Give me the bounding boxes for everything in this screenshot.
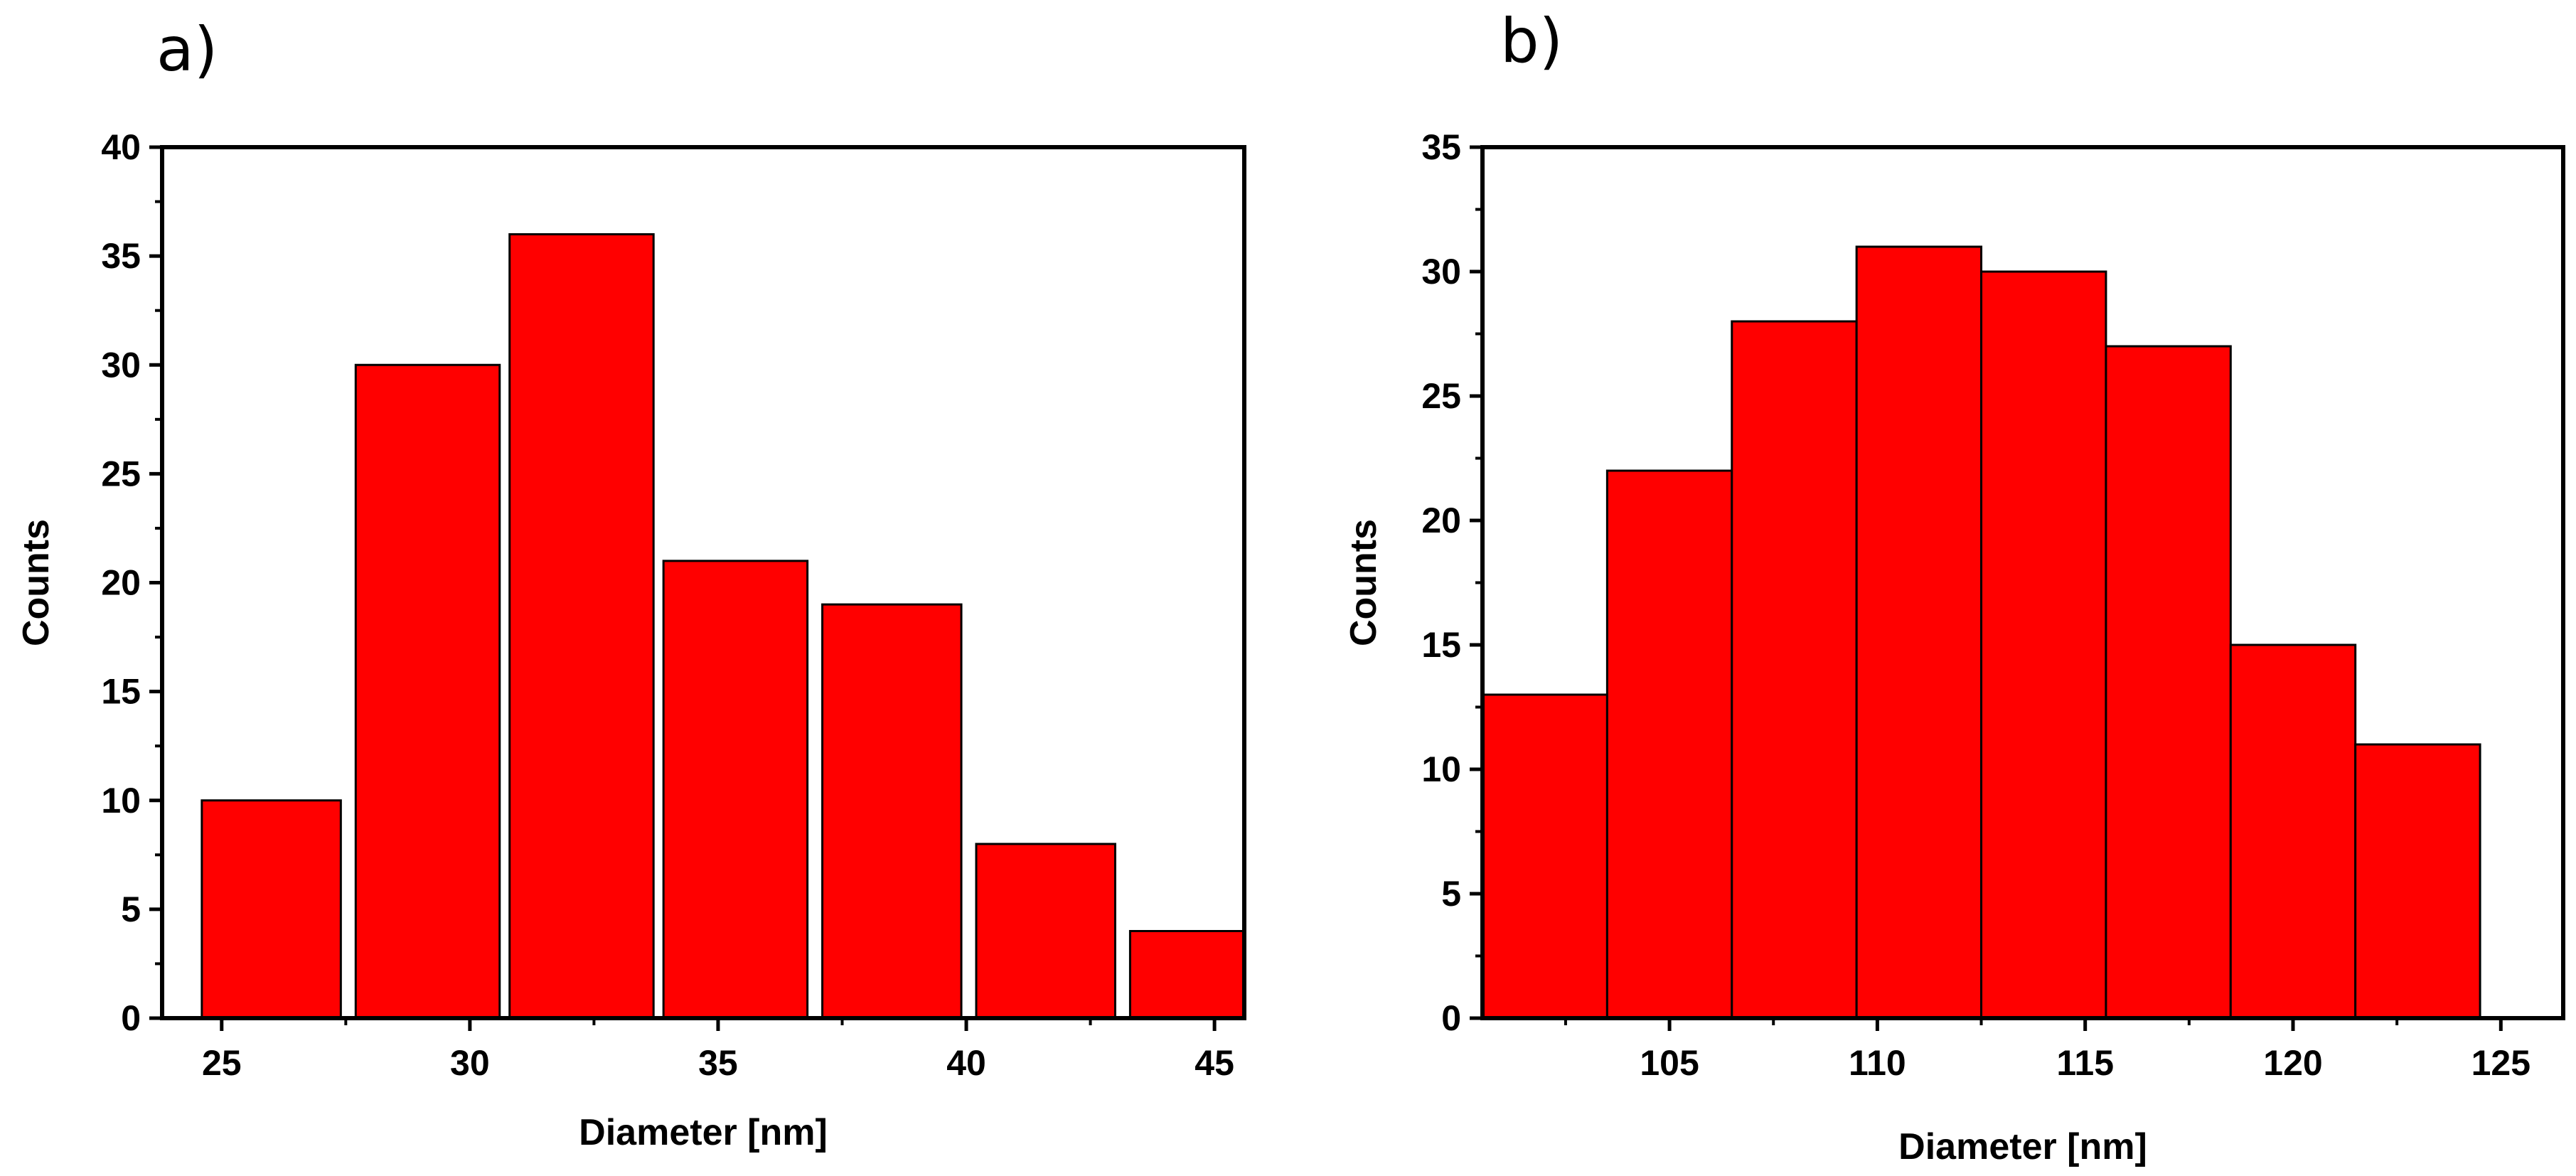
y-tick-label: 20 (101, 563, 141, 603)
bar-5 (975, 843, 1116, 1018)
x-tick-label: 35 (698, 1043, 738, 1083)
bar-1 (1605, 469, 1733, 1018)
bar-6 (1128, 930, 1244, 1018)
x-tick-label: 30 (450, 1043, 490, 1083)
x-tick-label: 40 (946, 1043, 986, 1083)
bar-0 (201, 799, 342, 1018)
bar-1 (354, 363, 501, 1018)
x-tick-label: 45 (1195, 1043, 1234, 1083)
bar-3 (662, 560, 809, 1018)
chart-a: 0 5 10 15 20 25 30 35 40 25 30 35 40 45 Diameter [nm] C… (16, 127, 1246, 1153)
bars (1482, 245, 2481, 1018)
x-tick-label: 125 (2471, 1043, 2530, 1083)
y-tick-label: 15 (1421, 625, 1461, 665)
bar-2 (508, 233, 655, 1018)
bar-5 (2105, 345, 2232, 1018)
y-axis-title: Counts (1343, 519, 1384, 646)
bar-4 (1980, 270, 2107, 1018)
bars (201, 233, 1244, 1018)
y-tick-label: 0 (121, 998, 141, 1038)
x-tick-label: 110 (1849, 1043, 1906, 1083)
x-axis-title: Diameter [nm] (579, 1112, 828, 1153)
x-tick-label: 120 (2263, 1043, 2322, 1083)
y-tick-label: 30 (101, 345, 141, 385)
chart-b: 0 5 10 15 20 25 30 35 105 110 115 120 125 Diameter [n… (1343, 127, 2565, 1167)
bar-2 (1731, 320, 1858, 1018)
y-tick-label: 25 (101, 454, 141, 493)
x-tick-label: 25 (202, 1043, 242, 1083)
y-tick-label: 25 (1421, 376, 1461, 416)
bar-0 (1482, 693, 1608, 1018)
bar-6 (2229, 643, 2357, 1018)
y-tick-label: 15 (101, 672, 141, 712)
y-tick-label: 20 (1421, 501, 1461, 540)
bar-7 (2354, 743, 2481, 1018)
bar-4 (821, 603, 963, 1018)
x-tick-label: 115 (2056, 1043, 2114, 1083)
y-tick-label: 30 (1421, 252, 1461, 292)
y-tick-label: 10 (1421, 749, 1461, 789)
x-tick-label: 105 (1640, 1043, 1699, 1083)
y-tick-label: 35 (1421, 127, 1461, 167)
y-tick-label: 10 (101, 781, 141, 820)
y-tick-label: 40 (101, 127, 141, 167)
y-tick-label: 5 (1441, 874, 1461, 914)
y-axis-title: Counts (16, 519, 57, 646)
x-axis-title: Diameter [nm] (1898, 1126, 2147, 1167)
bar-3 (1855, 245, 1983, 1018)
panel-label-b: b) (1500, 6, 1564, 77)
panel-label-a: a) (156, 14, 218, 85)
y-tick-label: 5 (121, 889, 141, 929)
y-tick-label: 0 (1441, 998, 1461, 1038)
y-tick-label: 35 (101, 236, 141, 276)
